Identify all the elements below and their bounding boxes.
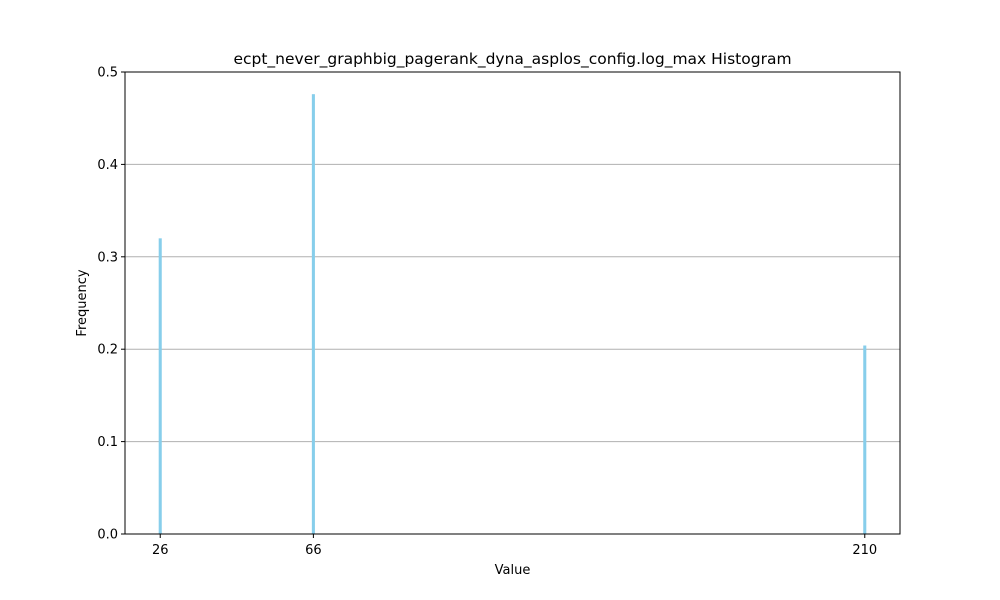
- plot-frame: [124, 71, 901, 535]
- bars: [158, 94, 867, 535]
- x-tick-label: 210: [852, 543, 877, 558]
- histogram-bar: [311, 94, 315, 535]
- x-tick-label: 26: [152, 543, 169, 558]
- chart-title: ecpt_never_graphbig_pagerank_dyna_asplos…: [233, 50, 791, 69]
- y-axis-ticks: 0.0 0.1 0.2 0.3 0.4 0.5: [97, 66, 125, 543]
- x-axis-ticks: 26 66 210: [152, 534, 877, 558]
- x-tick-label: 66: [305, 543, 322, 558]
- histogram-bar: [863, 345, 867, 534]
- y-tick-label: 0.2: [97, 343, 118, 358]
- y-tick-label: 0.0: [97, 528, 118, 543]
- y-tick-label: 0.5: [97, 66, 118, 81]
- y-tick-label: 0.4: [97, 158, 118, 173]
- x-axis-label: Value: [495, 563, 531, 578]
- y-tick-label: 0.3: [97, 250, 118, 265]
- histogram-bar: [158, 238, 162, 534]
- y-tick-label: 0.1: [97, 435, 118, 450]
- y-axis-label: Frequency: [75, 269, 90, 336]
